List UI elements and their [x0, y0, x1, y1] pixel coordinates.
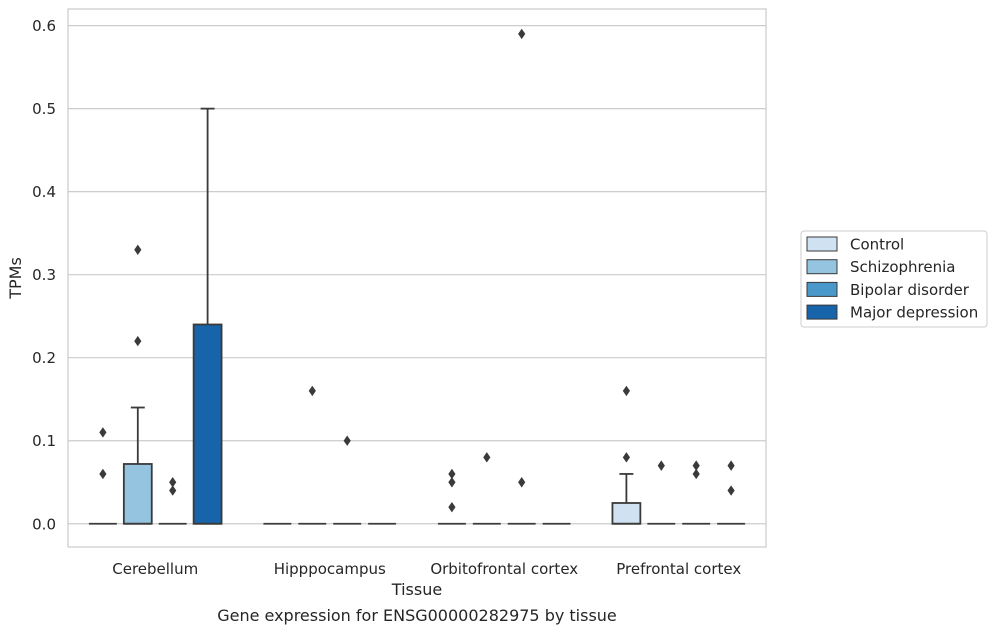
- x-tick-label: Hipppocampus: [274, 560, 386, 578]
- box-orbitofrontal-cortex-bipolar-disorder: [507, 28, 536, 525]
- legend-label: Control: [850, 236, 904, 254]
- y-axis-label: TPMs: [6, 257, 25, 300]
- legend-swatch: [806, 259, 838, 275]
- outlier-point: [727, 460, 735, 471]
- box-plots: [88, 28, 746, 525]
- box: [611, 502, 642, 525]
- outlier-point: [692, 460, 700, 471]
- box-cerebellum-control: [88, 427, 117, 525]
- box-hipppocampus-schizophrenia: [298, 385, 327, 525]
- y-tick-label: 0.1: [32, 432, 56, 450]
- box: [192, 323, 223, 525]
- x-axis-label: Tissue: [391, 580, 442, 599]
- box-orbitofrontal-cortex-schizophrenia: [472, 452, 501, 525]
- outlier-point: [483, 452, 491, 463]
- outlier-point: [692, 468, 700, 480]
- outlier-point: [518, 477, 526, 488]
- outlier-point: [308, 385, 316, 397]
- legend-swatch: [806, 281, 838, 297]
- box-cerebellum-bipolar-disorder: [158, 477, 187, 525]
- legend: Control Schizophrenia Bipolar disorder Majo…: [800, 230, 988, 328]
- outlier-point: [99, 468, 107, 480]
- legend-label: Bipolar disorder: [850, 281, 970, 299]
- legend-swatch: [806, 304, 838, 320]
- outlier-point: [727, 485, 735, 496]
- y-tick-label: 0.3: [32, 266, 56, 284]
- outlier-point: [343, 435, 351, 446]
- y-tick-label: 0.4: [32, 183, 56, 201]
- outlier-point: [622, 452, 630, 463]
- legend-items: Control Schizophrenia Bipolar disorder Majo…: [806, 236, 978, 322]
- box-hipppocampus-bipolar-disorder: [333, 435, 362, 525]
- y-tick-label: 0.2: [32, 349, 56, 367]
- outlier-point: [448, 477, 456, 488]
- outlier-point: [657, 460, 665, 471]
- outlier-point: [134, 335, 142, 347]
- plot-area: [67, 8, 767, 548]
- outlier-point: [448, 468, 456, 480]
- figure-caption: Gene expression for ENSG00000282975 by t…: [217, 606, 617, 625]
- legend-frame: [800, 230, 988, 328]
- x-axis-ticks: Cerebellum Hipppocampus Orbitofrontal cort…: [112, 560, 741, 578]
- outlier-point: [134, 244, 142, 255]
- box-prefrontal-cortex-bipolar-disorder: [682, 460, 711, 525]
- box-prefrontal-cortex-schizophrenia: [647, 460, 676, 525]
- outlier-point: [169, 477, 177, 488]
- y-tick-label: 0.0: [32, 515, 56, 533]
- outlier-point: [169, 485, 177, 496]
- outlier-point: [518, 28, 526, 40]
- x-tick-label: Cerebellum: [112, 560, 198, 578]
- x-tick-label: Orbitofrontal cortex: [430, 560, 578, 578]
- y-tick-label: 0.6: [32, 17, 56, 35]
- box-cerebellum-schizophrenia: [122, 244, 153, 525]
- box-cerebellum-major-depression: [192, 107, 223, 525]
- outlier-point: [622, 385, 630, 397]
- y-tick-label: 0.5: [32, 100, 56, 118]
- outlier-point: [99, 427, 107, 438]
- legend-swatch: [806, 236, 838, 252]
- box: [122, 463, 153, 525]
- x-tick-label: Prefrontal cortex: [616, 560, 741, 578]
- y-axis-ticks: 0.0 0.1 0.2 0.3 0.4 0.5 0.6: [32, 17, 56, 533]
- box-prefrontal-cortex-control: [611, 385, 642, 525]
- outlier-point: [448, 501, 456, 513]
- grid-lines: [68, 25, 766, 525]
- box-prefrontal-cortex-major-depression: [717, 460, 746, 525]
- box-orbitofrontal-cortex-control: [437, 468, 466, 525]
- legend-label: Schizophrenia: [850, 258, 955, 276]
- legend-label: Major depression: [850, 304, 978, 322]
